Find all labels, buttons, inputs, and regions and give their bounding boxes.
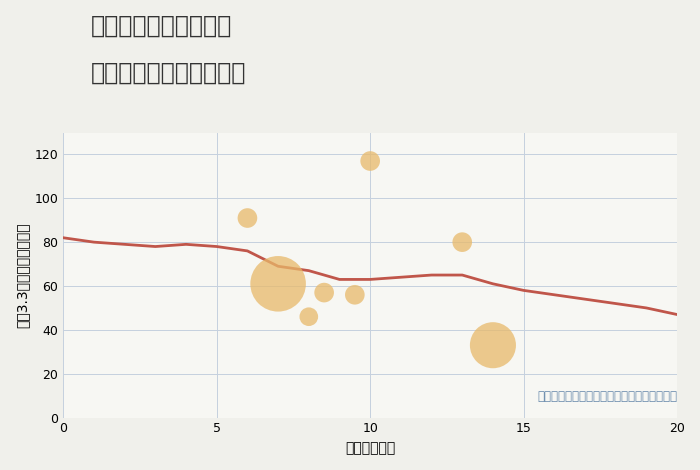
Point [456, 238, 468, 246]
Y-axis label: 坪（3.3㎡）単価（万円）: 坪（3.3㎡）単価（万円） [15, 222, 29, 328]
Point [241, 214, 253, 222]
Point [365, 157, 376, 165]
Point [487, 342, 498, 349]
Point [303, 313, 314, 321]
Text: 円の大きさは、取引のあった物件面積を示す: 円の大きさは、取引のあった物件面積を示す [537, 390, 677, 403]
Point [272, 280, 284, 288]
Text: 愛知県豊川市山道町の: 愛知県豊川市山道町の [91, 14, 232, 38]
Point [349, 291, 360, 298]
X-axis label: 駅距離（分）: 駅距離（分） [345, 441, 396, 455]
Point [318, 289, 330, 297]
Text: 駅距離別中古戸建て価格: 駅距離別中古戸建て価格 [91, 61, 246, 85]
